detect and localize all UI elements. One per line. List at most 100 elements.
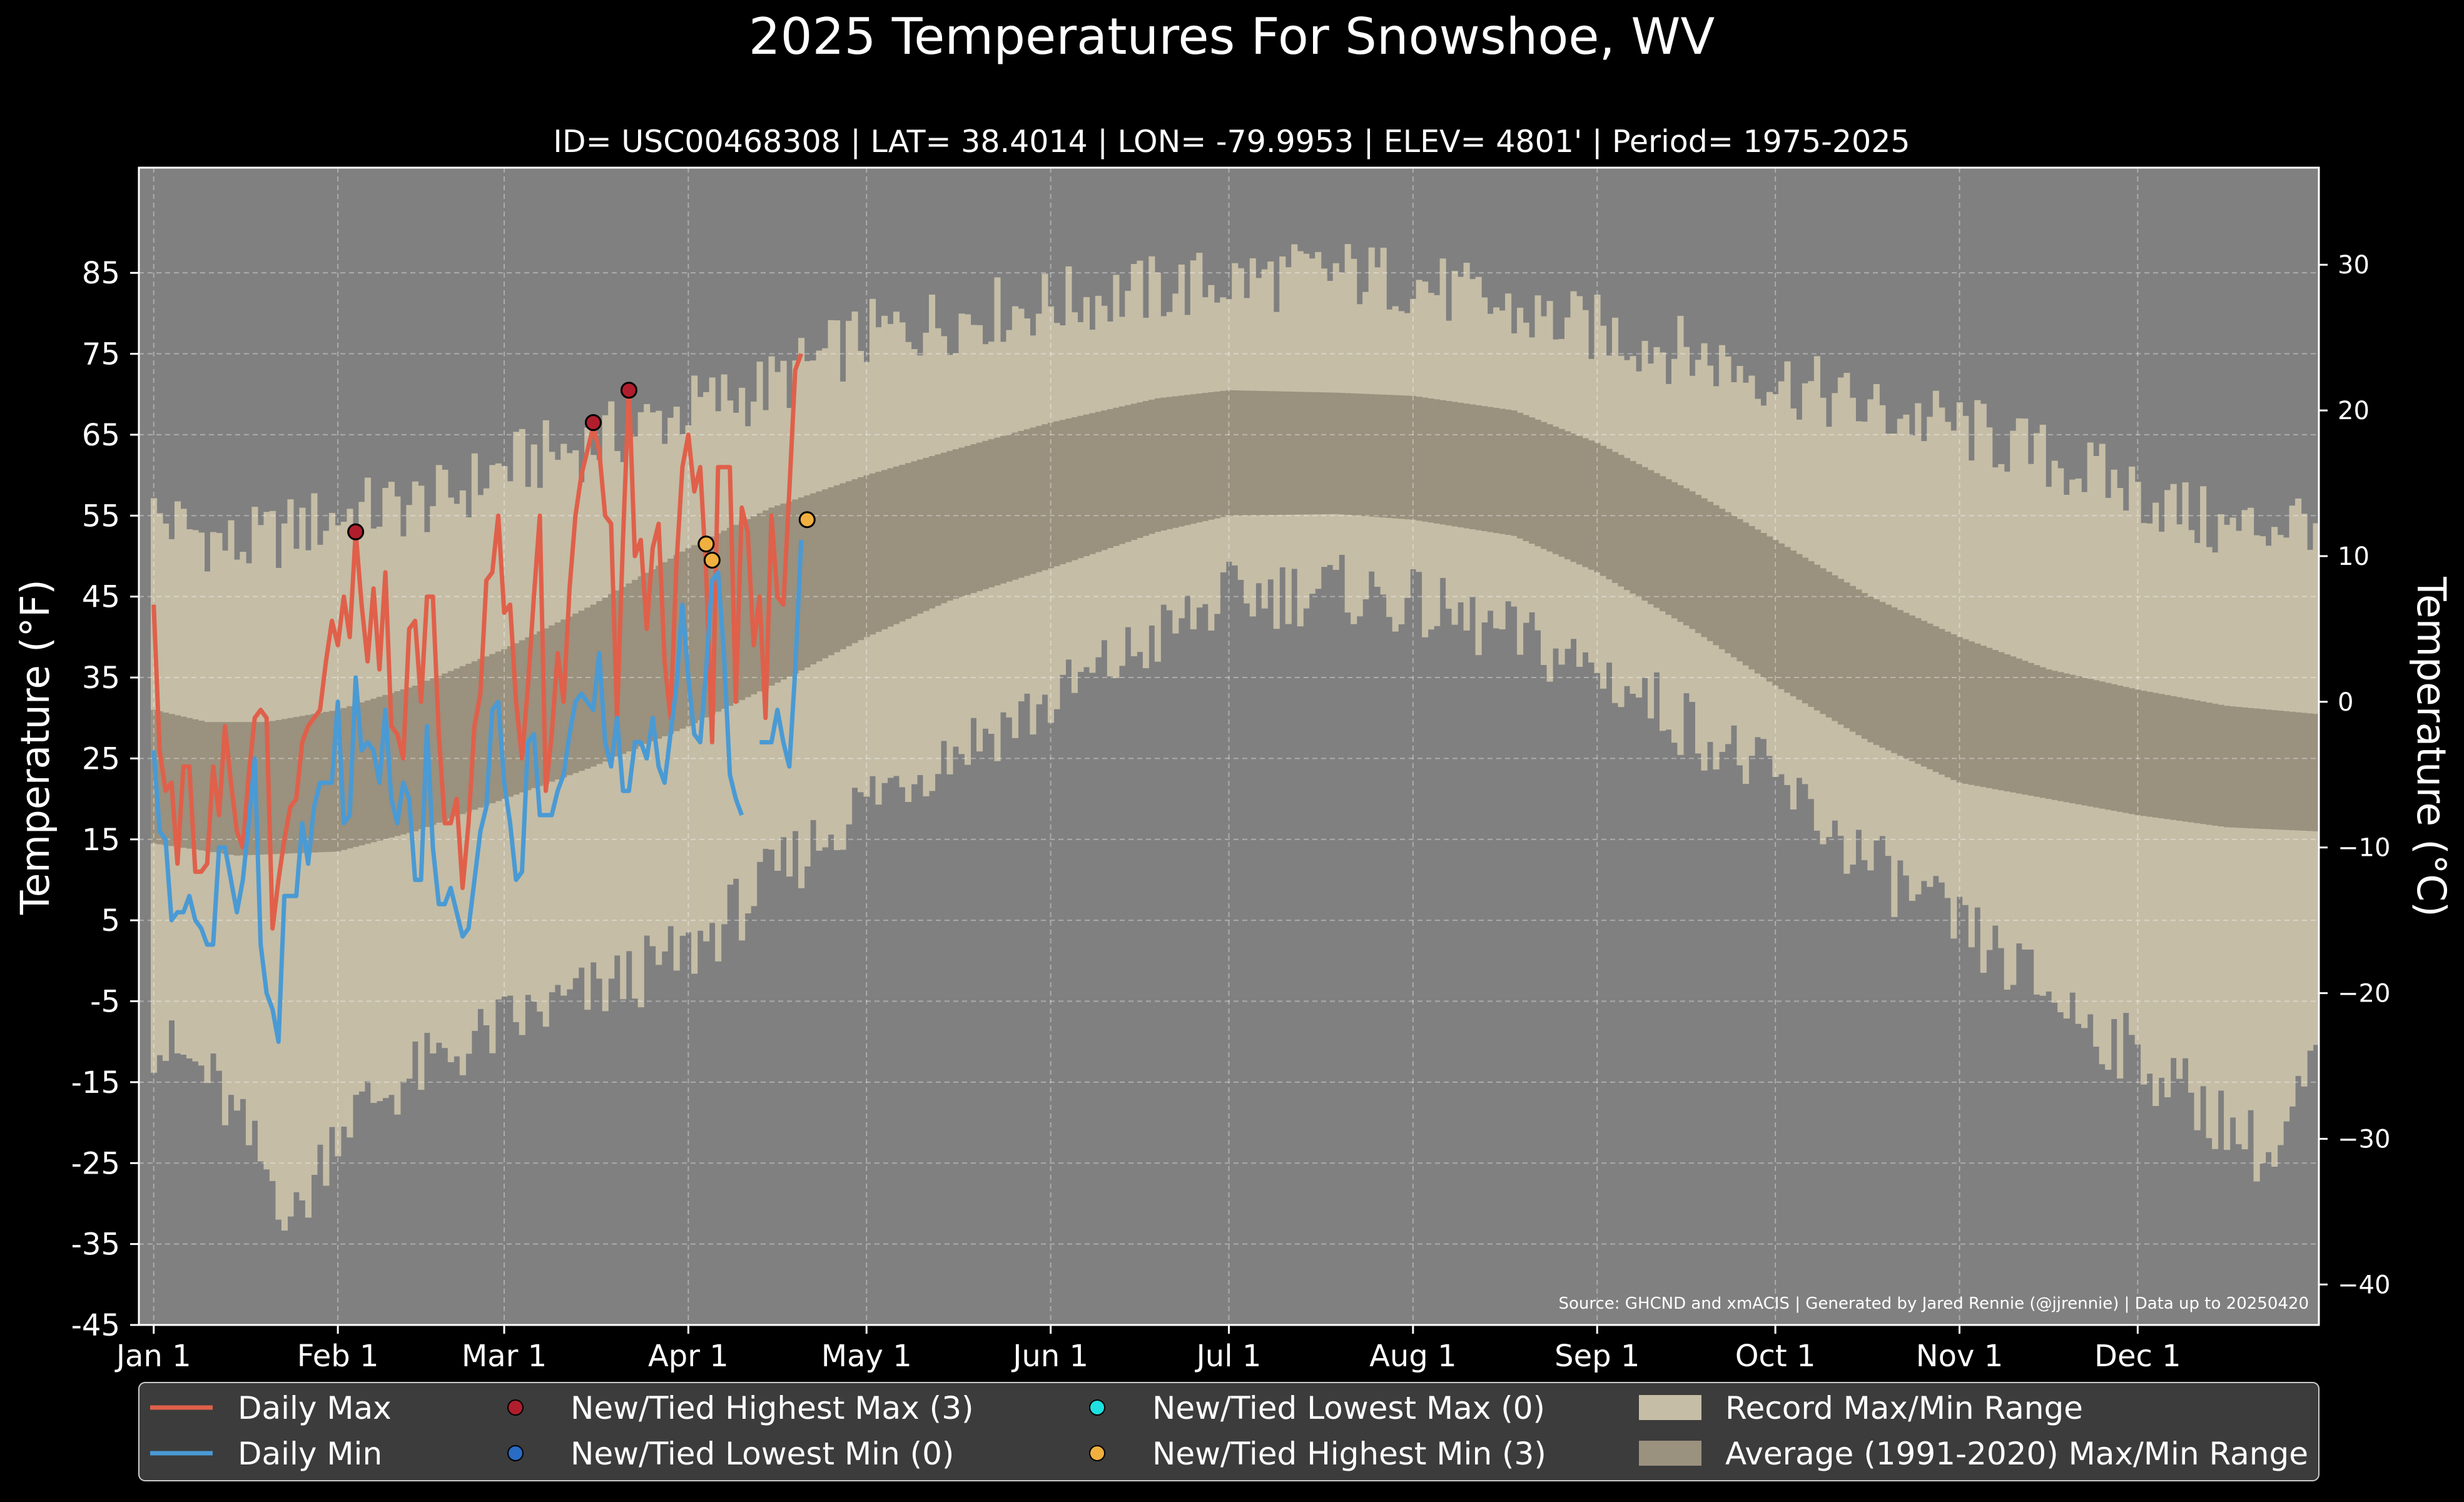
average-range-bar <box>2099 681 2106 809</box>
average-range-bar <box>1172 396 1179 528</box>
average-range-bar <box>400 689 407 835</box>
average-range-bar <box>899 464 906 622</box>
average-range-bar <box>2087 679 2094 807</box>
average-range-bar <box>869 473 876 635</box>
average-range-bar <box>1653 473 1660 608</box>
average-range-bar <box>739 522 746 701</box>
average-range-bar <box>1190 394 1197 524</box>
average-range-bar <box>1778 543 1785 689</box>
legend-item: New/Tied Highest Max (3) <box>507 1390 974 1426</box>
average-range-bar <box>1879 602 1886 748</box>
x-tick-label: Sep 1 <box>1554 1339 1640 1374</box>
average-range-bar <box>1920 621 1927 767</box>
average-range-bar <box>602 597 609 762</box>
average-range-bar <box>916 459 924 614</box>
y-tick-label: -25 <box>71 1146 120 1181</box>
y-tick-label: 25 <box>82 741 120 776</box>
average-range-bar <box>1030 427 1037 574</box>
average-range-bar <box>632 579 639 749</box>
legend-label: Daily Min <box>238 1436 382 1472</box>
record-range-bar <box>323 530 330 1186</box>
average-range-bar <box>1327 392 1334 514</box>
average-range-bar <box>768 507 775 686</box>
average-range-bar <box>637 576 644 746</box>
average-range-bar <box>1529 417 1536 544</box>
legend-item: New/Tied Lowest Min (0) <box>507 1436 954 1472</box>
average-range-bar <box>685 548 692 726</box>
y-right-tick-label: 10 <box>2338 542 2370 571</box>
average-range-bar <box>1273 391 1280 515</box>
average-range-bar <box>1790 551 1797 696</box>
average-range-bar <box>988 439 995 587</box>
average-range-bar <box>1237 390 1244 516</box>
average-range-bar <box>1754 529 1761 674</box>
average-range-bar <box>2194 700 2201 823</box>
average-range-bar <box>394 691 401 836</box>
average-range-bar <box>1534 419 1541 547</box>
average-range-bar <box>287 718 294 854</box>
average-range-bar <box>1232 390 1239 516</box>
average-range-bar <box>1095 412 1102 552</box>
average-range-bar <box>2105 682 2112 810</box>
average-range-bar <box>1915 618 1922 764</box>
average-range-bar <box>537 631 544 786</box>
record-range-bar <box>281 523 288 1231</box>
average-range-bar <box>2111 684 2117 811</box>
record-marker <box>798 511 816 529</box>
average-range-bar <box>1873 599 1880 745</box>
average-range-bar <box>507 646 514 797</box>
average-range-bar <box>2176 697 2183 821</box>
average-range-bar <box>2301 713 2308 831</box>
average-range-bar <box>2069 674 2076 803</box>
average-range-bar <box>1351 393 1357 515</box>
average-range-bar <box>418 683 425 830</box>
legend-patch-swatch <box>1639 1441 1701 1466</box>
average-range-bar <box>1386 395 1393 518</box>
average-range-bar <box>1035 425 1042 572</box>
average-range-bar <box>519 640 525 793</box>
x-tick-label: Aug 1 <box>1369 1339 1457 1374</box>
average-range-bar <box>608 594 615 759</box>
average-range-bar <box>1927 623 1934 769</box>
average-range-bar <box>1885 604 1892 751</box>
average-range-bar <box>525 637 532 791</box>
average-range-bar <box>1493 408 1500 534</box>
average-range-bar <box>1695 495 1702 633</box>
average-range-bar <box>1160 397 1167 531</box>
average-range-bar <box>2146 691 2153 817</box>
average-range-bar <box>1434 399 1441 524</box>
y-right-tick-label: 0 <box>2338 688 2353 717</box>
average-range-bar <box>1511 410 1518 536</box>
average-range-bar <box>1011 432 1018 580</box>
average-range-bar <box>168 714 175 846</box>
legend-label: Daily Max <box>238 1390 392 1426</box>
average-range-bar <box>1059 420 1066 564</box>
daily-series <box>151 353 804 1044</box>
average-range-bar <box>911 461 918 617</box>
average-range-bar <box>1950 634 1957 780</box>
average-range-bar <box>1404 395 1411 520</box>
average-range-bar <box>1867 596 1874 743</box>
average-range-bar <box>1659 476 1666 612</box>
average-range-bar <box>221 722 229 854</box>
record-range-bar <box>287 499 294 1217</box>
average-range-bar <box>935 454 941 606</box>
average-range-bar <box>2236 707 2243 828</box>
average-range-bar <box>1439 400 1446 525</box>
average-range-bar <box>1422 397 1429 522</box>
average-range-bar <box>459 666 466 814</box>
average-range-bar <box>1208 392 1215 520</box>
legend-patch-swatch <box>1639 1395 1701 1420</box>
average-range-bar <box>1309 392 1316 515</box>
average-range-bar <box>1255 390 1262 515</box>
record-marker <box>697 535 715 553</box>
y-tick-label: 45 <box>82 580 120 615</box>
record-range-bar <box>2265 545 2272 1152</box>
y-tick-label: 5 <box>101 903 120 938</box>
average-range-bar <box>1315 392 1322 515</box>
x-tick-label: Feb 1 <box>297 1339 379 1374</box>
average-range-bar <box>905 463 912 619</box>
average-range-bar <box>958 447 965 597</box>
average-range-bar <box>1166 397 1173 529</box>
record-range-bar <box>2277 535 2284 1145</box>
